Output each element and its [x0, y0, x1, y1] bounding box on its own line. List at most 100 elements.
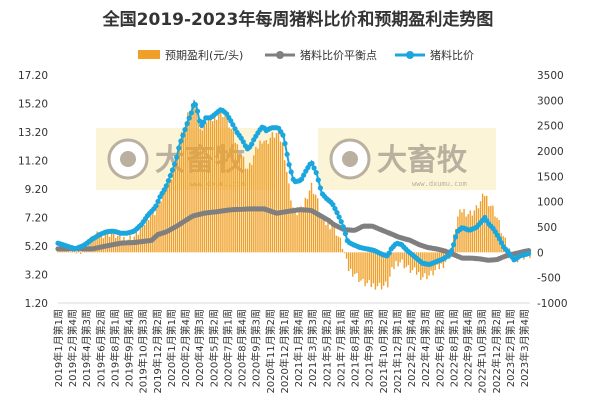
profit-bar	[368, 252, 370, 281]
legend: 预期盈利(元/头) 猪料比价平衡点 猪料比价	[138, 48, 474, 62]
profit-bar	[327, 222, 329, 253]
profit-bar	[284, 160, 286, 253]
profit-bar	[376, 252, 379, 287]
profit-bar	[374, 252, 377, 290]
profit-bar	[164, 186, 166, 253]
profit-bar	[477, 208, 480, 253]
x-tick-label: 2019年4月第3周	[80, 309, 93, 387]
series-point	[498, 240, 505, 246]
x-tick-label: 2022年12月第2周	[490, 309, 503, 394]
profit-bar	[382, 252, 385, 286]
profit-bar	[183, 132, 185, 253]
x-tick-label: 2019年2月第4周	[66, 309, 79, 387]
series-point	[446, 252, 453, 258]
profit-bar	[238, 154, 241, 253]
profit-bar	[310, 182, 313, 253]
profit-bar	[174, 159, 177, 253]
profit-bar	[292, 207, 294, 253]
series-point	[176, 145, 182, 151]
series-point	[334, 210, 340, 216]
profit-bar	[205, 123, 208, 253]
profit-bar	[193, 100, 195, 253]
profit-bar	[403, 252, 405, 269]
y-right-tick-label: -1000	[537, 298, 568, 310]
x-tick-label: 2022年2月第4周	[405, 309, 418, 387]
y-left-tick-label: 9.20	[25, 184, 48, 196]
y-left-tick-label: 3.20	[25, 270, 48, 282]
profit-bar	[170, 179, 173, 253]
y-right-tick-label: 3000	[537, 95, 564, 107]
profit-bar	[178, 141, 181, 253]
profit-bar	[255, 146, 257, 253]
series-point	[299, 176, 305, 182]
profit-bar	[399, 252, 401, 263]
profit-bar	[79, 252, 82, 254]
series-point	[301, 172, 307, 178]
x-tick-label: 2020年11月第2周	[264, 309, 277, 394]
x-tick-label: 2021年7月第1周	[334, 309, 347, 387]
x-tick-label: 2021年10月第2周	[377, 309, 390, 394]
series-point	[172, 161, 178, 167]
y-left-tick-label: 15.20	[18, 99, 48, 111]
x-tick-label: 2021年5月第2周	[320, 309, 333, 387]
profit-bar	[203, 120, 206, 253]
profit-bar	[261, 143, 263, 253]
series-point	[280, 132, 286, 138]
series-point	[330, 202, 336, 208]
profit-bar	[294, 208, 296, 253]
profit-bar	[166, 187, 168, 253]
y-right-tick-label: 1500	[537, 171, 564, 183]
legend-marker-ratio	[406, 51, 414, 59]
profit-bar	[160, 201, 162, 253]
x-tick-label: 2020年4月第3周	[193, 309, 206, 387]
profit-bar	[304, 197, 307, 253]
profit-bar	[145, 217, 148, 253]
profit-bar	[345, 252, 348, 259]
legend-label-breakeven: 猪料比价平衡点	[300, 48, 377, 62]
profit-bar	[98, 236, 100, 253]
profit-bar	[455, 228, 457, 253]
profit-bar	[288, 183, 290, 253]
profit-bar	[257, 148, 259, 253]
series-point	[186, 115, 192, 121]
y-left-tick-label: 1.20	[25, 298, 48, 310]
profit-bar	[378, 252, 381, 283]
series-point	[449, 248, 455, 254]
profit-bar	[147, 220, 150, 253]
profit-bar	[236, 144, 239, 253]
x-tick-label: 2021年9月第3周	[363, 309, 376, 387]
profit-bar	[461, 212, 463, 253]
profit-bar	[387, 252, 389, 288]
y-right-tick-label: 2000	[537, 146, 564, 158]
profit-bar	[321, 219, 323, 253]
y-right-tick-label: 1000	[537, 197, 564, 209]
x-tick-label: 2020年12月第1周	[278, 309, 291, 394]
profit-bar	[467, 214, 469, 253]
series-point	[453, 234, 459, 240]
series-point	[197, 118, 203, 124]
y-left-tick-label: 13.20	[18, 127, 48, 139]
profit-bar	[298, 211, 300, 253]
profit-bar	[308, 190, 311, 253]
x-tick-label: 2021年8月第4周	[349, 309, 362, 387]
series-point	[228, 118, 234, 124]
series-point	[167, 173, 173, 179]
profit-bar	[259, 140, 261, 253]
x-tick-label: 2022年10月第3周	[476, 309, 489, 394]
profit-bar	[213, 115, 216, 253]
profit-bar	[226, 116, 228, 253]
profit-bar	[356, 252, 358, 274]
profit-bar	[242, 156, 245, 253]
y-axis-right: 3500 3000 2500 2000 1500 1000 500 0 -500 -1000	[537, 70, 568, 310]
profit-bar	[224, 116, 226, 253]
series-point	[194, 108, 201, 114]
profit-bar	[211, 121, 214, 253]
profit-bar	[273, 137, 276, 253]
profit-bar	[154, 215, 156, 253]
x-tick-label: 2023年3月第4周	[518, 309, 531, 387]
y-axis-left: 17.20 15.20 13.20 11.20 9.20 7.20 5.20 3.20 1.20	[18, 70, 48, 310]
y-left-tick-label: 5.20	[25, 241, 48, 253]
profit-bar	[232, 130, 234, 253]
profit-bar	[63, 250, 65, 253]
profit-bar	[187, 112, 189, 253]
